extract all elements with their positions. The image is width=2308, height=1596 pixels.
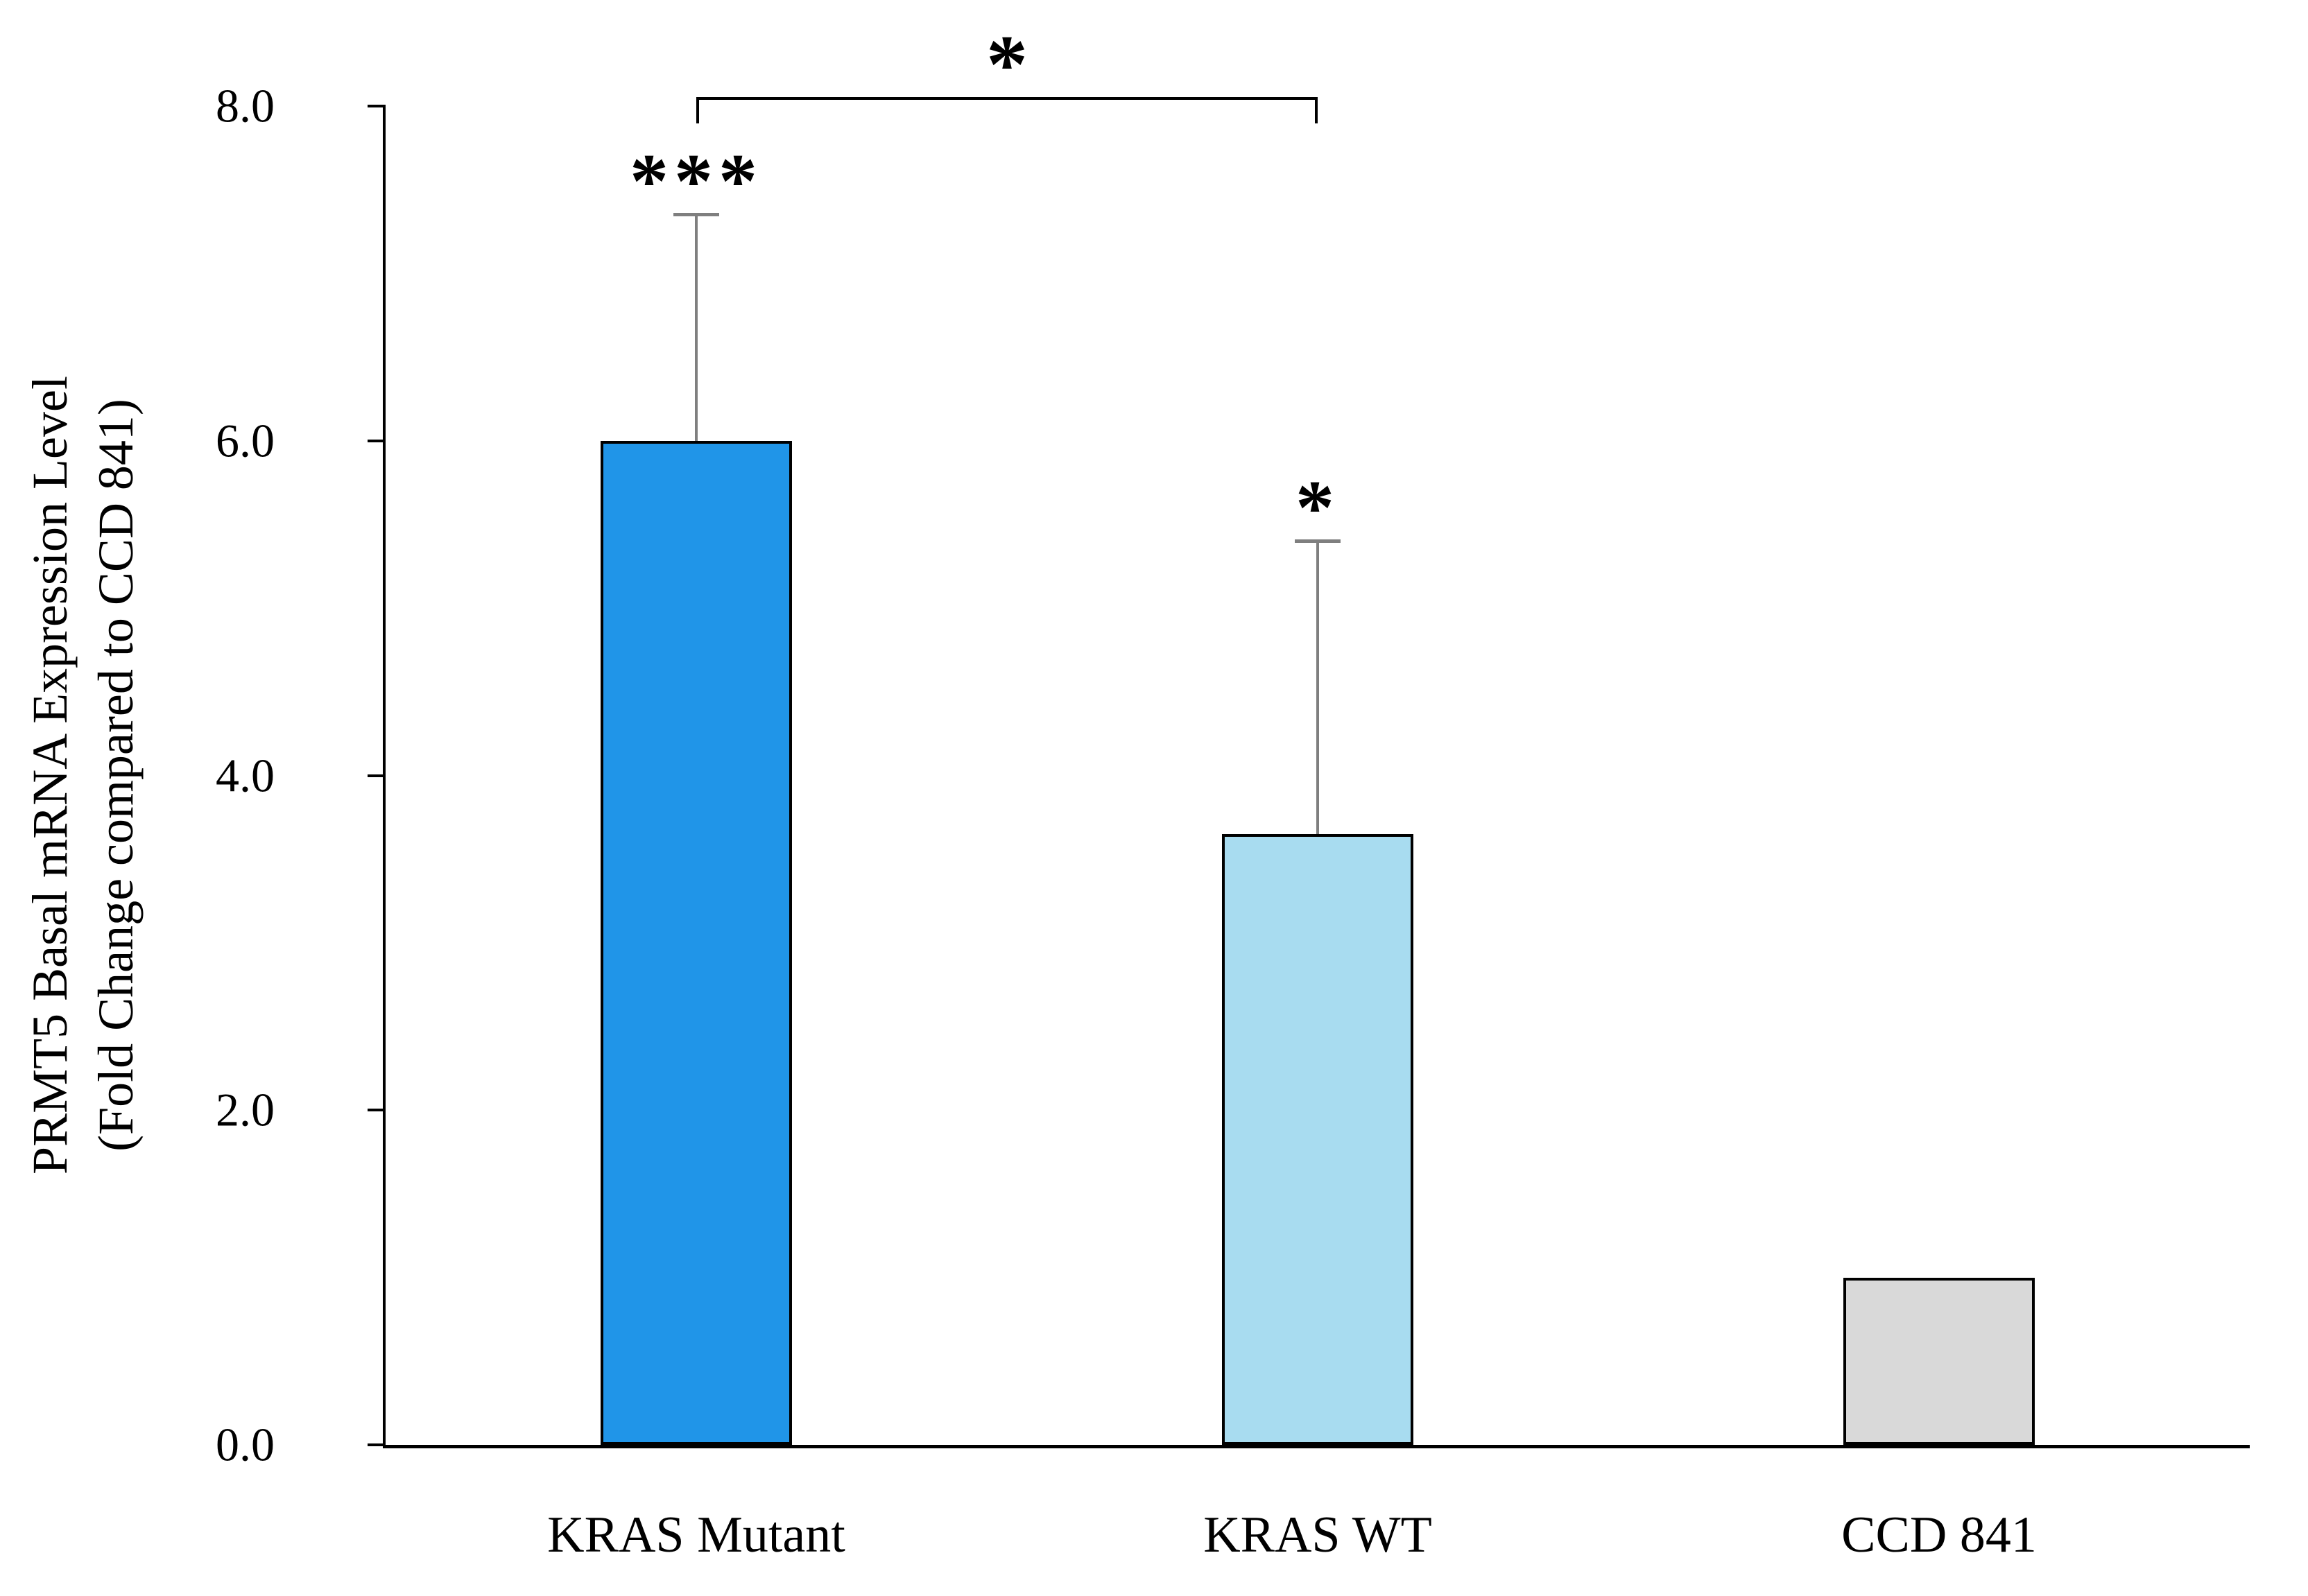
y-tick-label: 2.0	[216, 1083, 275, 1136]
y-axis-tick	[368, 1109, 383, 1112]
y-axis-tick	[368, 105, 383, 107]
bar-kras-wt	[1222, 833, 1413, 1445]
y-axis-line	[383, 105, 386, 1448]
y-tick-label: 8.0	[216, 79, 275, 132]
error-bar-cap	[673, 212, 719, 216]
y-axis-tick	[368, 774, 383, 777]
error-bar-cap	[1295, 539, 1341, 543]
y-axis-tick	[368, 439, 383, 442]
significance-bracket	[696, 97, 1318, 123]
x-category-label: KRAS Mutant	[547, 1507, 845, 1563]
bar-ccd-841	[1843, 1277, 2035, 1445]
significance-stars: *	[1295, 465, 1340, 551]
significance-bracket-label: *	[986, 18, 1028, 110]
error-bar-line	[695, 214, 698, 441]
y-tick-label: 0.0	[216, 1418, 275, 1471]
x-category-label: KRAS WT	[1203, 1507, 1432, 1563]
y-tick-label: 4.0	[216, 749, 275, 801]
bar-kras-mutant	[601, 440, 792, 1445]
y-axis-tick	[368, 1443, 383, 1446]
y-tick-label: 6.0	[216, 414, 275, 467]
significance-stars: ***	[630, 138, 763, 225]
error-bar-line	[1316, 541, 1319, 834]
x-axis-line	[383, 1445, 2250, 1448]
x-category-label: CCD 841	[1841, 1507, 2037, 1563]
